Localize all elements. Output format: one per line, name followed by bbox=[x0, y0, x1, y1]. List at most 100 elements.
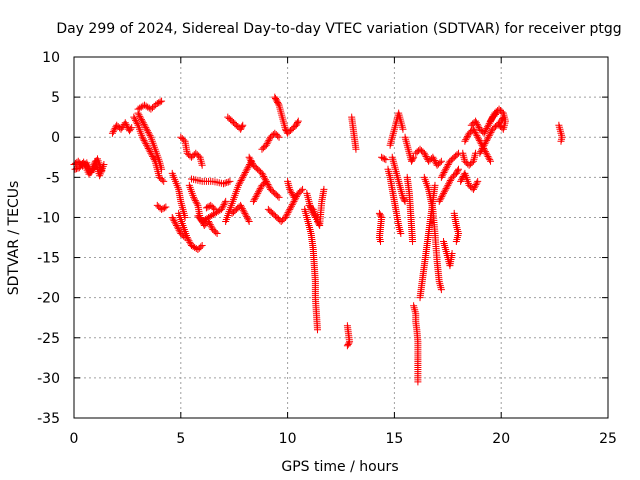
data-point bbox=[274, 132, 282, 140]
data-point bbox=[474, 122, 482, 130]
data-point bbox=[261, 176, 269, 184]
data-point bbox=[136, 112, 144, 120]
data-point bbox=[557, 137, 565, 145]
data-point bbox=[156, 98, 164, 106]
data-point bbox=[287, 187, 295, 195]
data-point bbox=[158, 165, 166, 173]
data-point bbox=[436, 159, 444, 167]
data-point bbox=[484, 133, 492, 141]
x-tick-label: 25 bbox=[599, 431, 617, 447]
data-point bbox=[475, 136, 483, 144]
data-point bbox=[444, 160, 452, 168]
data-point bbox=[478, 146, 486, 154]
data-point bbox=[258, 169, 266, 177]
data-point bbox=[132, 116, 140, 124]
data-point bbox=[172, 220, 180, 228]
data-point bbox=[315, 220, 323, 228]
data-point bbox=[309, 209, 317, 217]
data-point bbox=[379, 154, 387, 162]
data-point bbox=[205, 202, 213, 210]
data-point bbox=[198, 242, 206, 250]
data-point bbox=[221, 179, 229, 187]
data-point bbox=[127, 125, 135, 133]
data-point bbox=[453, 151, 461, 159]
data-point bbox=[234, 181, 242, 189]
data-point bbox=[249, 197, 257, 205]
data-point bbox=[252, 193, 260, 201]
data-point bbox=[255, 188, 263, 196]
data-point bbox=[477, 148, 485, 156]
data-point bbox=[484, 121, 492, 129]
data-point bbox=[149, 154, 157, 162]
x-axis-label: GPS time / hours bbox=[281, 459, 398, 475]
data-point bbox=[169, 215, 177, 223]
data-point bbox=[138, 117, 146, 125]
data-point bbox=[121, 119, 129, 127]
data-point bbox=[441, 186, 449, 194]
data-point bbox=[173, 221, 181, 229]
data-point bbox=[254, 189, 262, 197]
data-point bbox=[485, 132, 493, 140]
data-point bbox=[311, 212, 319, 220]
data-point bbox=[352, 145, 360, 153]
data-point bbox=[143, 143, 151, 151]
data-point bbox=[473, 179, 481, 187]
data-point bbox=[262, 177, 270, 185]
data-point bbox=[479, 143, 487, 151]
data-point bbox=[442, 185, 450, 193]
data-point bbox=[448, 250, 456, 258]
data-point bbox=[224, 178, 232, 186]
data-point bbox=[400, 196, 408, 204]
y-tick-label: -5 bbox=[46, 170, 60, 186]
data-point bbox=[137, 114, 145, 122]
data-point bbox=[146, 132, 154, 140]
data-point bbox=[139, 119, 147, 127]
data-point bbox=[283, 210, 291, 218]
data-point bbox=[482, 149, 490, 157]
data-point bbox=[469, 185, 477, 193]
data-point bbox=[294, 117, 302, 125]
data-point bbox=[173, 223, 181, 231]
data-point bbox=[474, 133, 482, 141]
data-point bbox=[487, 117, 495, 125]
data-point bbox=[245, 153, 253, 161]
data-point bbox=[160, 177, 168, 185]
data-point bbox=[442, 165, 450, 173]
data-point bbox=[159, 205, 167, 213]
data-point bbox=[489, 112, 497, 120]
y-tick-label: -35 bbox=[37, 411, 60, 427]
y-tick-label: -10 bbox=[37, 210, 60, 226]
data-point bbox=[142, 124, 150, 132]
data-point bbox=[288, 201, 296, 209]
data-point bbox=[481, 140, 489, 148]
data-point bbox=[484, 152, 492, 160]
data-point bbox=[226, 177, 234, 185]
data-point bbox=[463, 132, 471, 140]
data-point bbox=[287, 202, 295, 210]
data-point bbox=[495, 121, 503, 129]
data-point bbox=[251, 194, 259, 202]
data-point bbox=[484, 123, 492, 131]
data-point bbox=[343, 342, 351, 350]
data-point bbox=[430, 155, 438, 163]
data-point bbox=[484, 135, 492, 143]
data-point bbox=[171, 218, 179, 226]
data-point bbox=[160, 204, 168, 212]
data-point bbox=[155, 99, 163, 107]
data-point bbox=[483, 136, 491, 144]
data-point bbox=[238, 205, 246, 213]
data-point bbox=[180, 232, 188, 240]
y-tick-label: -20 bbox=[37, 291, 60, 307]
data-point bbox=[219, 202, 227, 210]
data-point bbox=[140, 136, 148, 144]
data-point bbox=[486, 130, 494, 138]
data-point bbox=[377, 238, 385, 246]
data-point bbox=[314, 326, 322, 334]
data-point bbox=[213, 229, 221, 237]
data-point bbox=[255, 186, 263, 194]
data-point bbox=[237, 177, 245, 185]
data-point bbox=[184, 235, 192, 243]
data-point bbox=[236, 178, 244, 186]
